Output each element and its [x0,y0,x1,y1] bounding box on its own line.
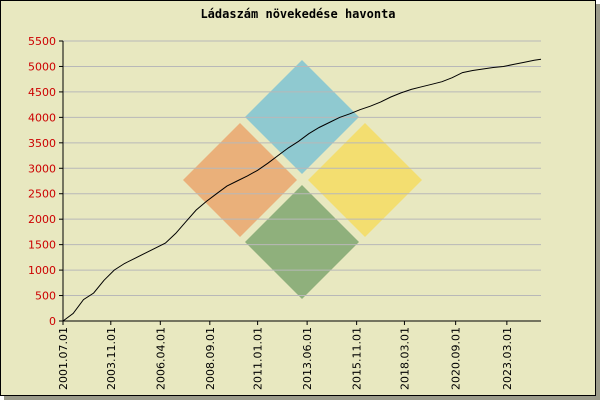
y-tick-label: 3500 [28,137,56,150]
x-tick-label: 2018.03.01 [398,327,411,390]
series-line [62,58,542,322]
grid [63,40,541,297]
watermark-logo [183,60,422,299]
y-tick-label: 3000 [28,162,56,175]
y-tick-label: 4500 [28,86,56,99]
x-axis-ticks: 2001.07.01 2003.11.01 2006.04.01 2008.09.01… [57,321,514,390]
series-layer [62,58,542,322]
y-tick-label: 4000 [28,111,56,124]
y-tick-label: 5500 [28,35,56,48]
y-tick-label: 0 [49,315,56,328]
x-tick-label: 2008.09.01 [204,327,217,390]
axes [62,41,541,322]
x-tick-label: 2013.06.01 [301,327,314,390]
x-tick-label: 2015.11.01 [351,327,364,390]
x-tick-label: 2001.07.01 [57,327,70,390]
y-tick-label: 1000 [28,264,56,277]
y-tick-label: 2000 [28,213,56,226]
x-tick-label: 2011.01.01 [252,327,265,390]
x-tick-label: 2006.04.01 [154,327,167,390]
y-tick-label: 500 [35,290,56,303]
y-tick-label: 2500 [28,188,56,201]
chart-svg: 0 500 1000 1500 2000 2500 3000 3500 4000 4500 5000… [28,35,542,390]
y-tick-label: 1500 [28,239,56,252]
x-tick-label: 2003.11.01 [105,327,118,390]
x-tick-label: 2023.03.01 [501,327,514,390]
chart-title: Ládaszám növekedése havonta [200,7,396,21]
y-axis-ticks: 0 500 1000 1500 2000 2500 3000 3500 4000 4500 5000… [28,35,63,328]
watermark-diamond-right [308,123,422,237]
y-tick-label: 5000 [28,60,56,73]
x-tick-label: 2020.09.01 [450,327,463,390]
